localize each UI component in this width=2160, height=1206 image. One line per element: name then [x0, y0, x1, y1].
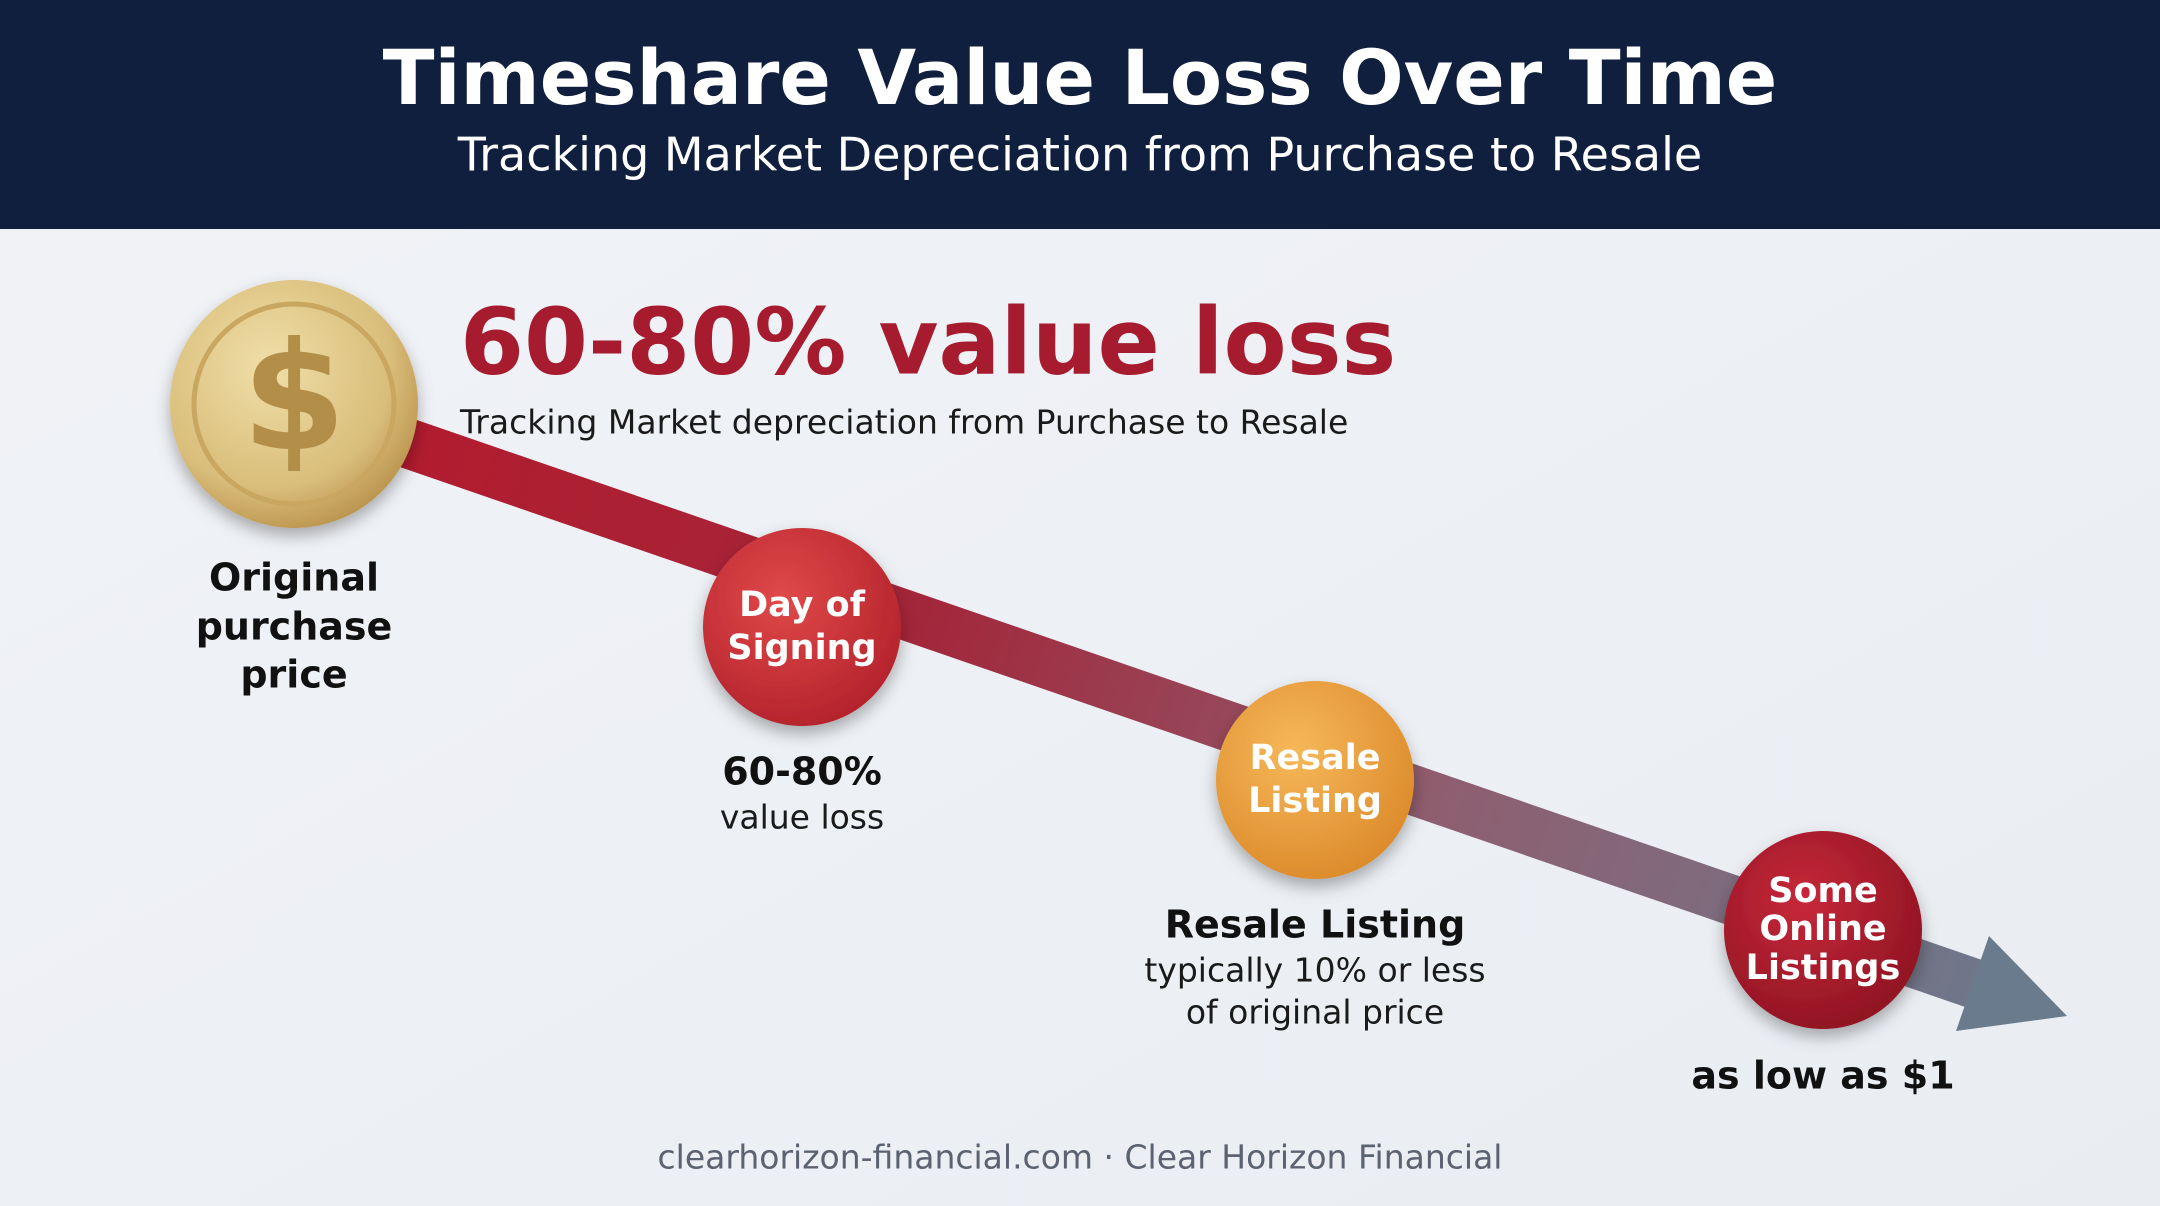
- milestone-note: typically 10% or less: [1144, 951, 1485, 990]
- circle-label: Some: [1768, 871, 1877, 911]
- milestone-circle: [1216, 681, 1414, 879]
- milestone-label: purchase: [196, 605, 393, 649]
- footer: clearhorizon-financial.com · Clear Horiz…: [658, 1138, 1503, 1177]
- milestone-circle: [1724, 831, 1922, 1029]
- header-bar: [0, 0, 2160, 229]
- circle-label: Listing: [1248, 781, 1382, 821]
- subtitle: Tracking Market Depreciation from Purcha…: [457, 128, 1702, 182]
- circle-label: Online: [1759, 909, 1886, 949]
- milestone-label: Resale Listing: [1165, 903, 1466, 947]
- title: Timeshare Value Loss Over Time: [383, 33, 1778, 122]
- circle-label: Signing: [727, 628, 876, 668]
- coin-rim: [191, 301, 397, 507]
- coin-symbol: $: [242, 311, 346, 485]
- milestone-circle: [703, 528, 901, 726]
- milestone-label: as low as $1: [1691, 1054, 1954, 1098]
- milestone-label: price: [240, 653, 347, 697]
- circle-label: Listings: [1746, 948, 1901, 988]
- headline: 60-80% value loss: [460, 288, 1396, 395]
- coin-outer: [170, 280, 418, 528]
- milestone-label: 60-80%: [722, 750, 882, 794]
- headline-subtitle: Tracking Market depreciation from Purcha…: [459, 403, 1348, 442]
- coin: [170, 280, 418, 528]
- milestone-note: of original price: [1186, 993, 1444, 1032]
- milestone-note: value loss: [720, 798, 884, 837]
- circle-label: Day of: [739, 585, 866, 625]
- trend-band: [285, 380, 1984, 1008]
- milestone-label: Original: [209, 556, 379, 600]
- arrow-head: [1956, 936, 2067, 1031]
- circle-label: Resale: [1250, 738, 1381, 778]
